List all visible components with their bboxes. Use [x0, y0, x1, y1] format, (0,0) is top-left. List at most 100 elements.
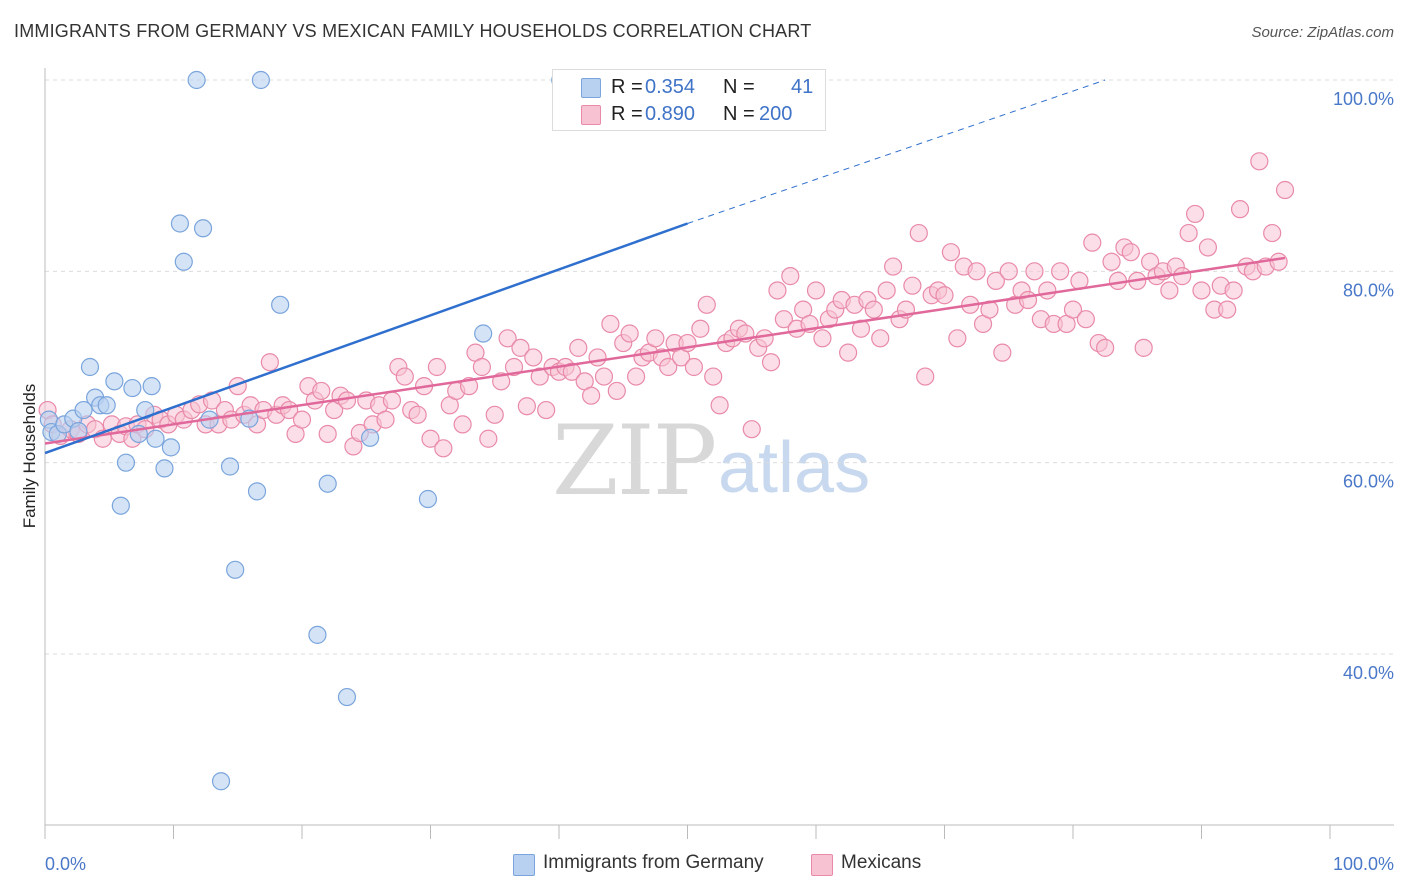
series-legend: Immigrants from Germany Mexicans — [0, 852, 1406, 878]
mexicans-trend-line — [44, 256, 1286, 445]
germany-point — [211, 772, 231, 791]
axis-labels: 40.0% 60.0% 80.0% 100.0% 0.0% 100.0% Family Ho… — [20, 89, 1394, 874]
germany-point — [226, 560, 245, 579]
mexicans-point — [537, 400, 556, 420]
germany-point — [308, 625, 327, 644]
mexicans-point — [774, 310, 793, 329]
chart-title: IMMIGRANTS FROM GERMANY VS MEXICAN FAMIL… — [14, 21, 812, 41]
mexicans-point — [530, 367, 549, 386]
mexicans-point — [626, 367, 646, 386]
mexicans-point — [1083, 233, 1102, 252]
legend-row-mexicans: R = 0.890 N = 200 — [553, 102, 825, 128]
mexicans-point — [601, 314, 620, 334]
mexicans-point — [517, 397, 536, 416]
mexicans-point — [524, 348, 543, 367]
germany-n-value: 41 — [791, 76, 814, 98]
mexicans-point — [421, 429, 440, 448]
mexicans-point — [498, 329, 517, 348]
mexicans-legend-swatch — [811, 854, 833, 876]
mexicans-point — [761, 353, 781, 372]
mexicans-point — [607, 381, 626, 401]
germany-n-label: N = — [723, 76, 755, 98]
germany-point — [80, 357, 100, 377]
mexicans-point — [768, 281, 787, 300]
mexicans-point — [646, 329, 665, 348]
mexicans-point — [395, 367, 414, 386]
mexicans-point — [877, 281, 896, 300]
axes — [44, 68, 1394, 839]
mexicans-point — [1250, 152, 1269, 171]
mexicans-point — [691, 319, 710, 338]
mexicans-point — [967, 262, 986, 281]
mexicans-point — [1230, 200, 1250, 219]
mexicans-point — [1134, 338, 1153, 357]
mexicans-point — [1263, 223, 1282, 243]
mexicans-point — [511, 338, 530, 357]
legend-row-germany: R = 0.354 N = 41 — [553, 75, 825, 101]
germany-point — [146, 429, 165, 448]
mexicans-point — [1096, 338, 1115, 357]
correlation-legend: R = 0.354 N = 41 R = 0.890 N = 200 — [552, 69, 826, 131]
germany-point — [220, 457, 240, 476]
mexicans-point — [871, 329, 890, 348]
germany-point — [97, 396, 116, 415]
mexicans-point — [569, 338, 588, 357]
germany-swatch — [581, 78, 601, 98]
source-label: Source: ZipAtlas.com — [1251, 24, 1394, 41]
mexicans-point — [935, 286, 954, 305]
mexicans-point — [1269, 252, 1288, 271]
germany-r-value: 0.354 — [645, 76, 696, 98]
mexicans-point — [742, 420, 761, 439]
mexicans-point — [659, 357, 678, 377]
mexicans-point — [1198, 238, 1218, 257]
mexicans-point — [684, 357, 704, 377]
mexicans-point — [1179, 223, 1198, 243]
germany-point — [337, 687, 357, 707]
mexicans-point — [1051, 262, 1070, 281]
germany-point — [271, 295, 290, 314]
grid-lines — [45, 79, 1394, 655]
mexicans-point — [1121, 243, 1140, 262]
y-tick-label: 40.0% — [1343, 663, 1394, 683]
mexicans-n-label: N = — [723, 103, 755, 125]
mexicans-point — [318, 424, 337, 444]
germany-legend-label: Immigrants from Germany — [543, 852, 764, 873]
mexicans-point — [485, 405, 504, 424]
mexicans-point — [620, 324, 639, 343]
mexicans-swatch — [581, 105, 601, 125]
germany-point — [251, 70, 270, 90]
mexicans-point — [755, 329, 774, 348]
mexicans-point — [376, 410, 395, 429]
mexicans-point — [883, 257, 903, 276]
mexicans-n-value: 200 — [759, 103, 793, 125]
germany-point — [170, 214, 190, 233]
germany-point — [474, 324, 493, 343]
germany-point — [247, 482, 267, 501]
germany-point — [111, 496, 130, 515]
germany-point — [418, 489, 438, 509]
mexicans-point — [504, 357, 524, 377]
mexicans-point — [806, 281, 826, 300]
mexicans-point — [1063, 300, 1083, 319]
germany-trend-extension — [687, 79, 1106, 224]
mexicans-point — [382, 391, 402, 410]
germany-points — [39, 70, 669, 791]
mexicans-point — [292, 410, 312, 429]
germany-point — [123, 378, 142, 398]
germany-point — [74, 400, 93, 420]
mexicans-point — [704, 367, 723, 386]
germany-point — [174, 252, 193, 271]
mexicans-point — [582, 386, 601, 405]
y-axis-label: Family Households — [20, 384, 39, 529]
mexicans-legend-label: Mexicans — [841, 852, 922, 873]
mexicans-point — [1038, 281, 1057, 300]
germany-point — [193, 219, 213, 238]
x-tick-label-end: 100.0% — [1333, 854, 1394, 874]
mexicans-point — [434, 439, 453, 458]
mexicans-point — [1018, 290, 1038, 310]
germany-point — [155, 459, 174, 478]
mexicans-point — [903, 276, 922, 295]
mexicans-point — [1185, 204, 1205, 224]
mexicans-point — [993, 343, 1012, 362]
